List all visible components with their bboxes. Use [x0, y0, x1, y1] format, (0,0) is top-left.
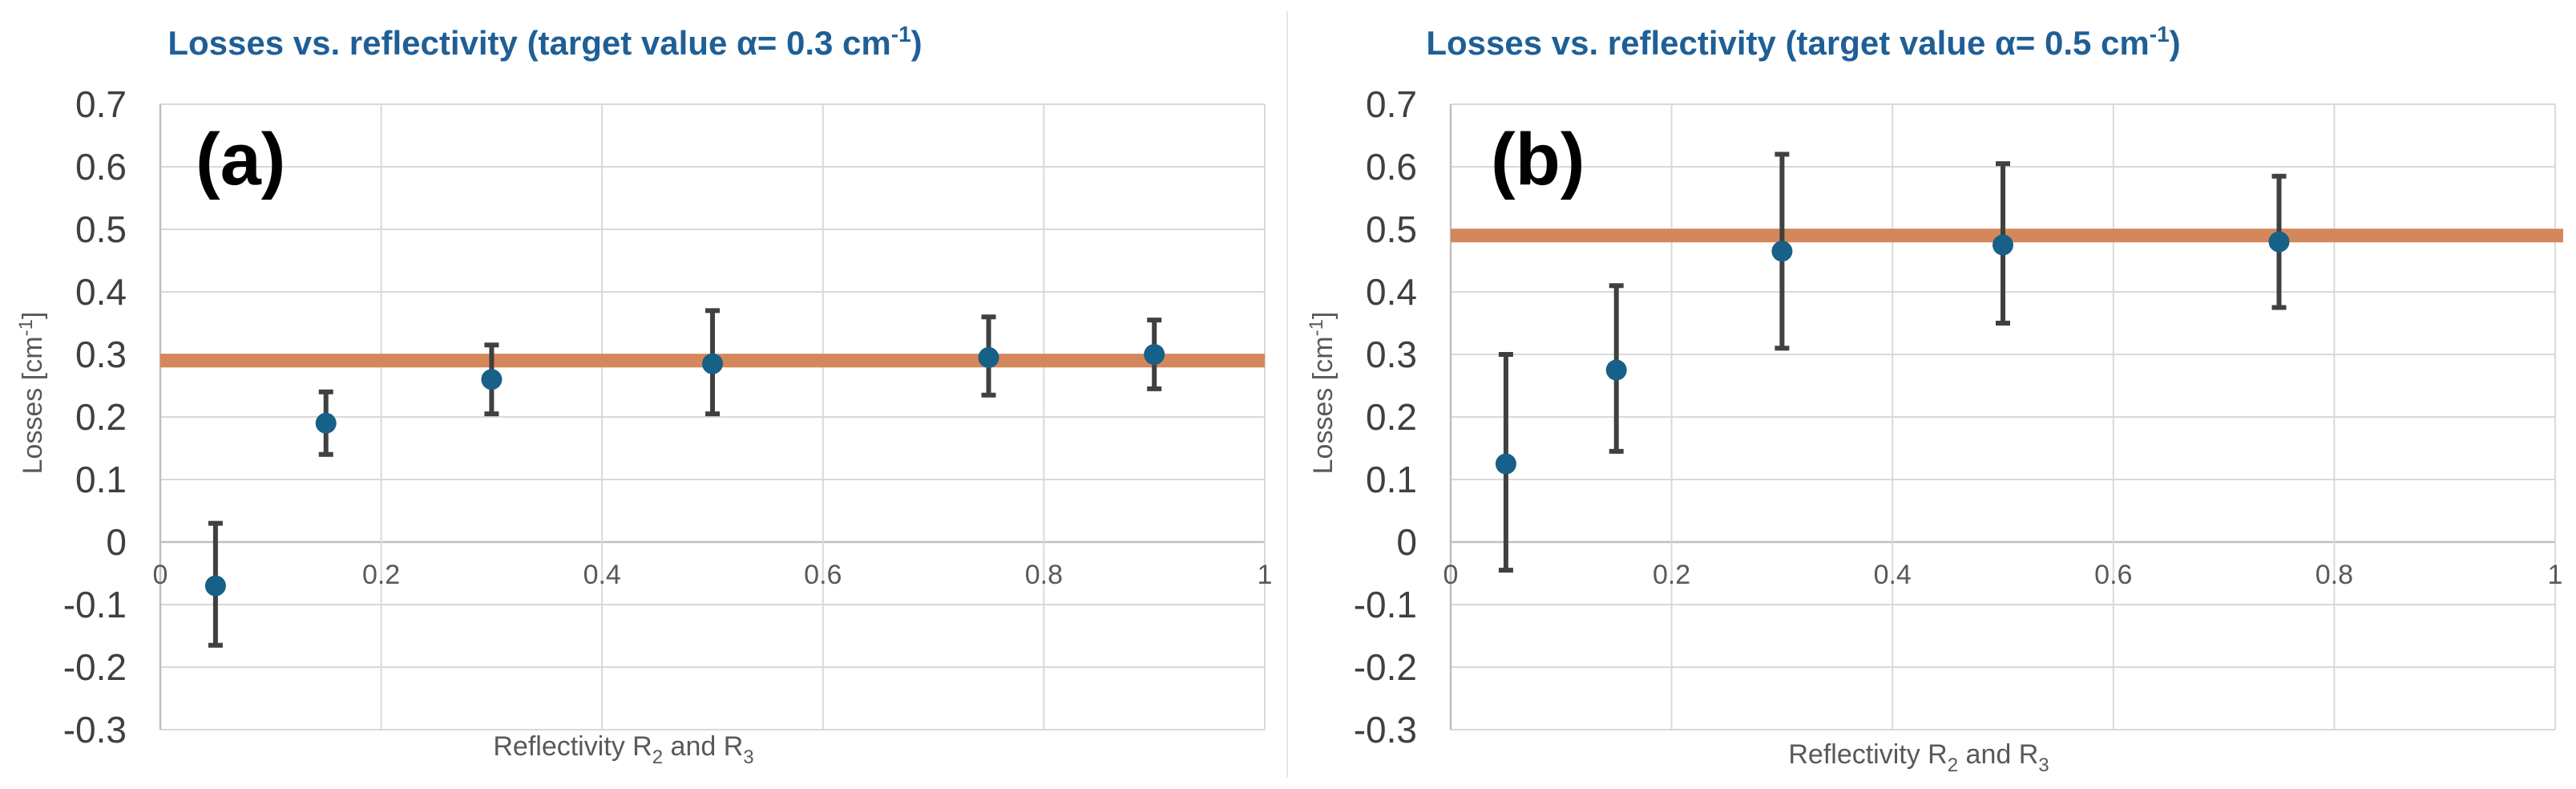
- data-points: [204, 344, 1165, 597]
- y-tick-label: 0.1: [75, 459, 127, 500]
- x-axis-label: Reflectivity R2 and R3: [1788, 739, 2049, 776]
- y-tick-label: -0.3: [63, 709, 127, 751]
- y-tick-label: 0.2: [75, 396, 127, 438]
- y-tick-label: -0.3: [1354, 709, 1417, 751]
- y-tick-label: 0.1: [1366, 459, 1417, 500]
- data-point: [1144, 344, 1165, 365]
- x-tick-label: 0.4: [583, 560, 621, 590]
- y-tick-label: -0.2: [63, 646, 127, 688]
- y-tick-label: -0.1: [63, 584, 127, 625]
- x-tick-labels: 0 0.2 0.4 0.6 0.8 1: [1443, 560, 2563, 590]
- data-point: [1495, 453, 1516, 475]
- y-tick-label: 0.3: [1366, 334, 1417, 375]
- y-tick-label: -0.2: [1354, 646, 1417, 688]
- y-tick-label: 0.6: [75, 146, 127, 188]
- x-tick-label: 0.8: [2316, 560, 2353, 590]
- data-point: [978, 346, 999, 368]
- x-tick-label: 0.6: [2094, 560, 2132, 590]
- x-tick-label: 1: [2548, 560, 2563, 590]
- data-point: [481, 369, 503, 390]
- y-tick-label: -0.1: [1354, 584, 1417, 625]
- y-tick-label: 0.5: [75, 208, 127, 250]
- x-tick-label: 0.6: [804, 560, 842, 590]
- y-tick-label: 0.4: [75, 271, 127, 313]
- x-tick-label: 0.2: [362, 560, 400, 590]
- x-tick-label: 0: [1443, 560, 1459, 590]
- y-tick-label: 0: [106, 521, 127, 563]
- data-point: [1605, 359, 1627, 381]
- data-point: [702, 353, 723, 374]
- data-point: [1993, 234, 2013, 256]
- data-point: [315, 412, 337, 434]
- y-tick-label: 0.7: [75, 83, 127, 125]
- data-points: [1495, 231, 2290, 475]
- y-tick-label: 0.6: [1366, 146, 1417, 188]
- x-tick-labels: 0 0.2 0.4 0.6 0.8 1: [153, 560, 1273, 590]
- chart-panel-a: Losses vs. reflectivity (target value α=…: [15, 22, 1272, 768]
- x-tick-label: 0.4: [1874, 560, 1912, 590]
- chart-panel-b: Losses vs. reflectivity (target value α=…: [1306, 22, 2563, 776]
- y-tick-label: 0.5: [1366, 208, 1417, 250]
- y-tick-labels: 0.7 0.6 0.5 0.4 0.3 0.2 0.1 0 -0.1 -0.2 -0.3: [63, 83, 127, 751]
- y-axis-label: Losses [cm-1]: [1306, 312, 1338, 475]
- grid: [1449, 103, 2556, 730]
- x-axis-label: Reflectivity R2 and R3: [493, 731, 753, 768]
- y-tick-label: 0.3: [75, 334, 127, 375]
- chart-title: Losses vs. reflectivity (target value α=…: [1426, 22, 2180, 62]
- y-tick-labels: 0.7 0.6 0.5 0.4 0.3 0.2 0.1 0 -0.1 -0.2 -0.3: [1354, 83, 1417, 751]
- panel-label: (b): [1491, 119, 1585, 200]
- y-tick-label: 0: [1396, 521, 1417, 563]
- panel-label: (a): [196, 119, 285, 200]
- y-tick-label: 0.2: [1366, 396, 1417, 438]
- x-tick-label: 1: [1258, 560, 1273, 590]
- y-axis-label: Losses [cm-1]: [15, 312, 48, 475]
- y-tick-label: 0.7: [1366, 83, 1417, 125]
- data-point: [1771, 241, 1793, 262]
- data-point: [2268, 231, 2290, 253]
- x-tick-label: 0.2: [1653, 560, 1690, 590]
- chart-title: Losses vs. reflectivity (target value α=…: [168, 22, 922, 62]
- x-tick-label: 0: [153, 560, 168, 590]
- x-tick-label: 0.8: [1025, 560, 1063, 590]
- y-tick-label: 0.4: [1366, 271, 1417, 313]
- data-point: [204, 575, 226, 597]
